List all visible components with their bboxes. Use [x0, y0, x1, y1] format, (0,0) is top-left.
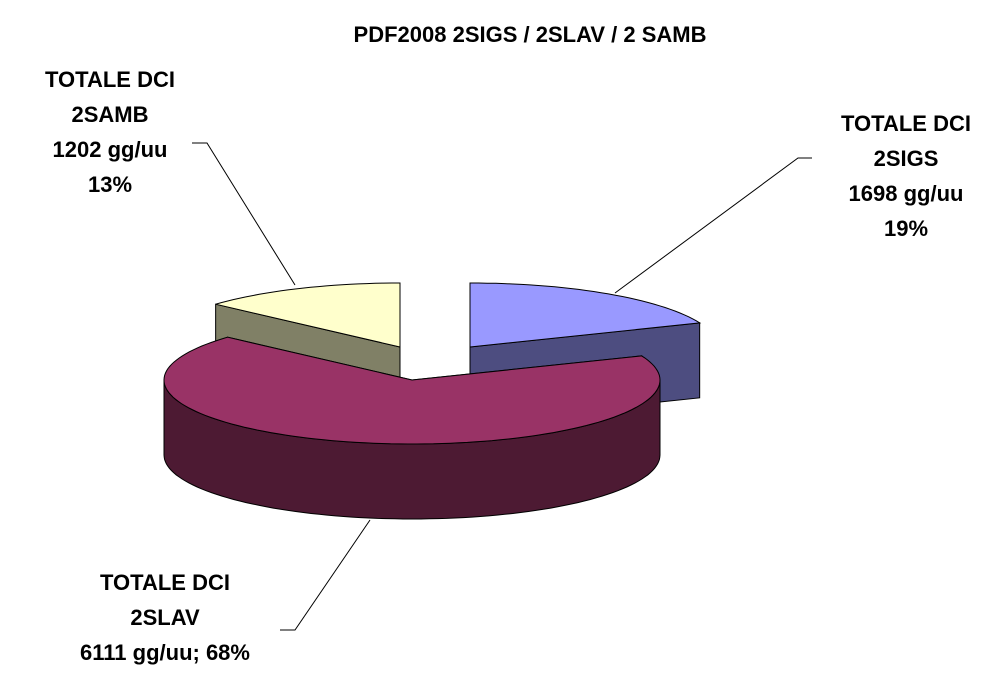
leader-line [192, 142, 296, 286]
value-label-line: 13% [88, 172, 132, 197]
value-label-line: 6111 gg/uu; 68% [80, 640, 250, 665]
pie-slice [163, 336, 661, 520]
slice-top [215, 282, 401, 348]
value-label: 1202 gg/uu 13% [53, 137, 168, 197]
value-label: 6111 gg/uu; 68% [80, 640, 250, 665]
slice-label-line: 2SLAV [130, 605, 200, 630]
slice-label: TOTALE DCI 2SAMB [45, 67, 175, 127]
slice-label: TOTALE DCI 2SIGS [841, 111, 971, 171]
leader-line [280, 519, 371, 631]
slice-top [163, 336, 661, 445]
value-label-line: 1698 gg/uu [849, 181, 964, 206]
slice-top [469, 282, 702, 348]
chart-title: PDF2008 2SIGS / 2SLAV / 2 SAMB [354, 22, 707, 47]
value-label-line: 1202 gg/uu [53, 137, 168, 162]
value-label-line: 19% [884, 216, 928, 241]
slice-label-line: 2SAMB [71, 102, 148, 127]
slice-label-line: TOTALE DCI [100, 570, 230, 595]
slice-label-line: TOTALE DCI [841, 111, 971, 136]
slice-label-line: TOTALE DCI [45, 67, 175, 92]
leader-line [614, 157, 812, 294]
slice-label-line: 2SIGS [874, 146, 939, 171]
slice-label: TOTALE DCI 2SLAV [100, 570, 230, 630]
value-label: 1698 gg/uu 19% [849, 181, 964, 241]
